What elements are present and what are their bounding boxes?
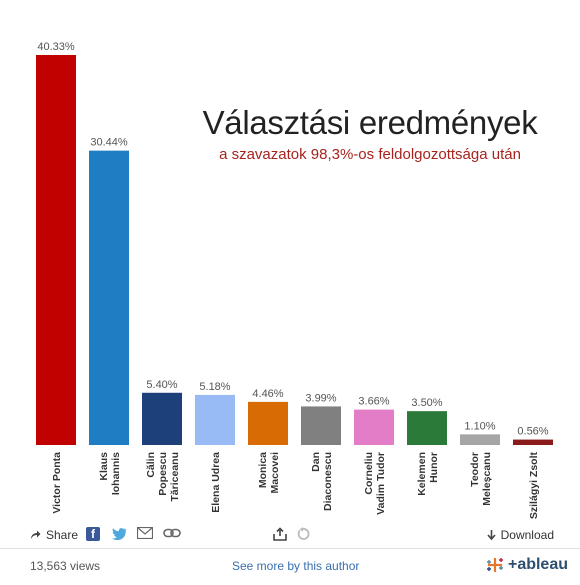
data-label-4: 5.18%	[199, 381, 230, 393]
category-label-1: Victor Ponta	[51, 452, 63, 514]
data-label-3: 5.40%	[146, 379, 177, 391]
category-label-5: MonicaMacovei	[257, 452, 281, 494]
category-label-4: Elena Udrea	[210, 452, 222, 513]
chart-subtitle: a szavazatok 98,3%-os feldolgozottsága u…	[219, 146, 521, 163]
facebook-icon[interactable]: f	[86, 527, 100, 541]
category-label-9: TeodorMeleșcanu	[469, 452, 493, 506]
chart-title: Választási eredmények	[202, 104, 538, 141]
tableau-wordmark: +ableau	[507, 556, 568, 573]
revert-icon[interactable]	[296, 527, 310, 544]
data-label-7: 3.66%	[358, 396, 389, 408]
data-label-2: 30.44%	[90, 137, 128, 149]
tableau-cross-icon	[486, 558, 503, 572]
data-label-9: 1.10%	[464, 420, 495, 432]
data-label-5: 4.46%	[252, 388, 283, 400]
link-icon[interactable]	[163, 527, 181, 541]
data-label-10: 0.56%	[517, 426, 548, 438]
tableau-logo[interactable]: +ableau	[485, 555, 568, 575]
category-label-6: DanDiaconescu	[310, 452, 334, 511]
category-label-8: KelemenHunor	[416, 452, 440, 496]
bar-3	[142, 392, 182, 445]
category-label-7: CorneliuVadim Tudor	[363, 452, 387, 515]
download-button[interactable]: Download	[487, 528, 554, 542]
data-label-8: 3.50%	[411, 397, 442, 409]
category-label-2: KlausIohannis	[98, 452, 122, 495]
bar-7	[354, 409, 394, 445]
bar-5	[248, 401, 288, 445]
twitter-icon[interactable]	[111, 527, 127, 544]
bar-10	[513, 439, 553, 445]
bar-8	[407, 411, 447, 445]
category-label-10: Szilágyi Zsolt	[528, 452, 540, 520]
bar-chart: 40.33% Victor Ponta 30.44% KlausIohannis 5.4…	[36, 41, 553, 520]
footer: 13,563 views See more by this author +ab…	[0, 548, 580, 585]
bar-1	[36, 55, 76, 445]
download-label: Download	[500, 528, 554, 542]
toolbar: Share f Download	[0, 524, 580, 548]
category-label-3: CălinPopescuTăriceanu	[145, 452, 181, 502]
bar-9	[460, 434, 500, 445]
see-more-link[interactable]: See more by this author	[232, 559, 360, 573]
download-arrow-icon	[487, 529, 496, 540]
data-label-6: 3.99%	[305, 392, 336, 404]
chart-title-block: Választási eredmények a szavazatok 98,3%…	[180, 104, 560, 163]
bar-4	[195, 394, 235, 445]
email-icon[interactable]	[136, 526, 154, 542]
export-icon[interactable]	[272, 527, 288, 544]
share-arrow-icon	[31, 530, 41, 539]
bar-2	[89, 150, 129, 445]
view-count: 13,563 views	[30, 559, 101, 573]
bar-6	[301, 406, 341, 445]
share-label: Share	[46, 528, 79, 542]
share-button[interactable]: Share	[30, 528, 78, 542]
data-label-1: 40.33%	[37, 41, 75, 53]
